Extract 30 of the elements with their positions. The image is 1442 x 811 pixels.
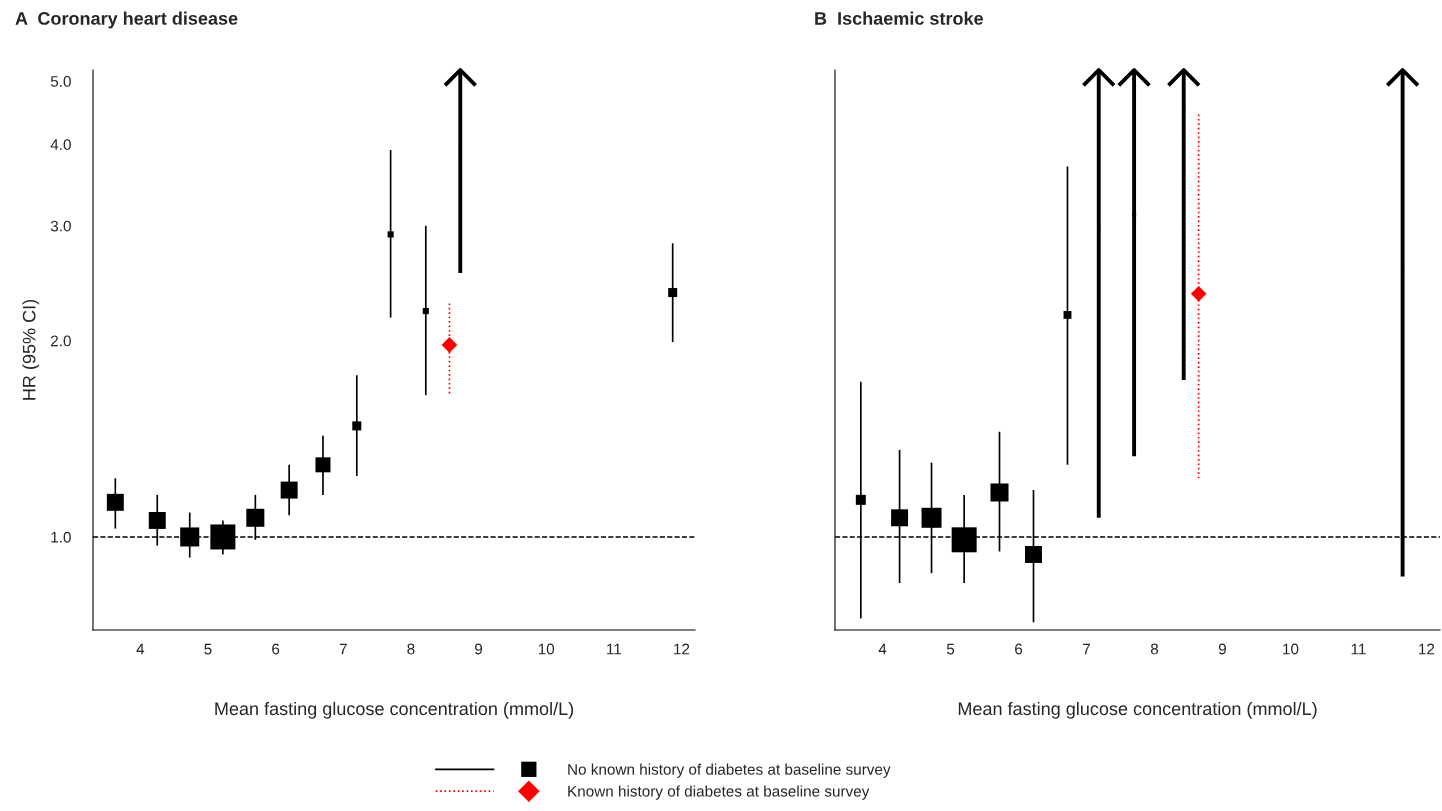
x-tick-label: 11 [1351,643,1366,655]
x-tick-label: 12 [674,643,690,655]
x-tick-label: 10 [538,643,555,655]
y-tick-label: 4.0 [50,139,71,150]
x-tick-label: 7 [1083,643,1090,655]
y-tick-label: 2.0 [51,335,71,347]
x-tick-label: 8 [407,643,415,655]
y-tick-label: 5.0 [50,75,71,87]
legend-label: No known history of diabetes at baseline survey [568,763,891,778]
x-axis-title: Mean fasting glucose concentration (mmol/L) [215,701,574,719]
x-tick-label: 5 [946,643,955,655]
x-tick-label: 4 [878,643,887,655]
chart-title: B Ischaemic stroke [815,11,983,25]
legend-label: Known history of diabetes at baseline survey [568,785,870,800]
chart-title: A Coronary heart disease [15,11,238,29]
x-tick-label: 8 [1150,643,1159,655]
x-tick-label: 6 [272,643,280,655]
y-tick-label: 3.0 [50,220,71,232]
x-tick-label: 6 [1015,643,1023,655]
y-tick-label: 1.0 [51,531,71,543]
x-tick-label: 9 [1218,643,1226,655]
y-axis-title: HR (95% CI) [22,299,40,400]
x-axis-title: Mean fasting glucose concentration (mmol/L) [958,701,1317,719]
x-tick-label: 10 [1283,643,1299,655]
x-tick-label: 9 [475,643,483,655]
x-tick-label: 4 [136,643,145,655]
x-tick-label: 5 [204,643,212,655]
x-tick-label: 11 [607,643,622,655]
x-tick-label: 12 [1419,643,1435,655]
x-tick-label: 7 [339,643,347,655]
